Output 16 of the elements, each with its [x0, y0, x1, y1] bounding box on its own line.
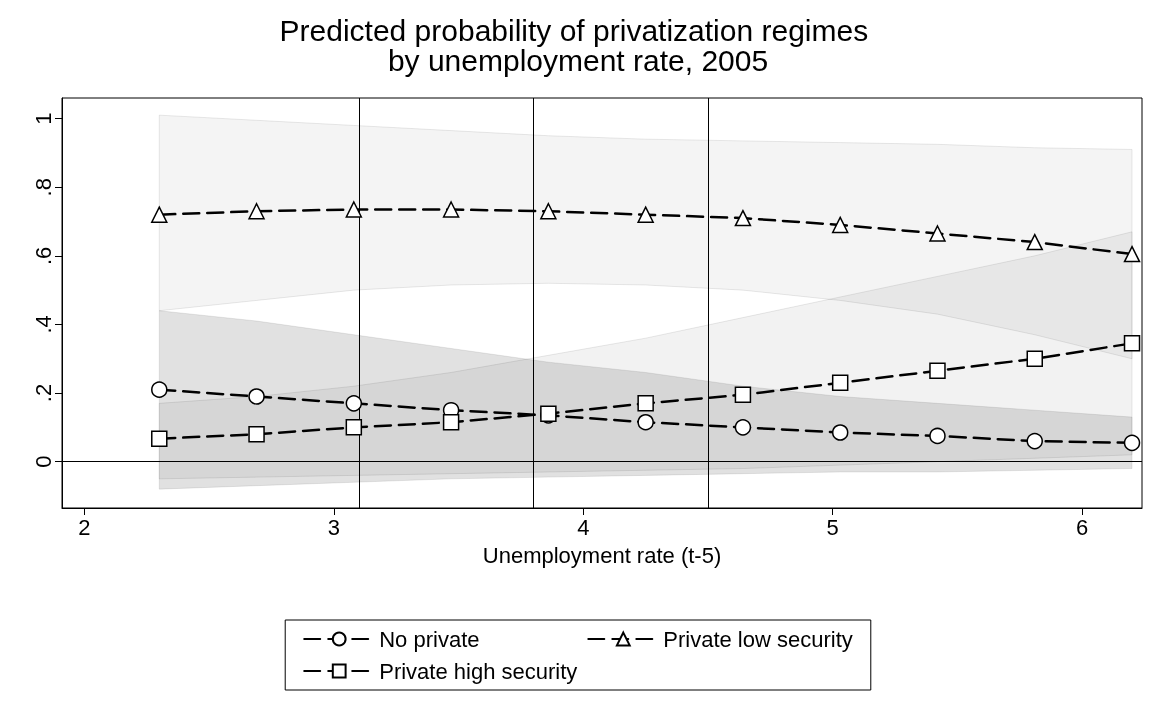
x-tick-label: 4: [577, 514, 590, 540]
y-tick-label: 0: [30, 455, 56, 468]
y-tick-label: 1: [30, 112, 56, 125]
legend-label: Private low security: [663, 626, 853, 652]
x-tick-label: 6: [1076, 514, 1089, 540]
y-tick-label: .4: [30, 315, 56, 334]
x-tick-label: 2: [78, 514, 91, 540]
y-tick-label: .8: [30, 178, 56, 197]
y-tick-label: .6: [30, 246, 56, 265]
y-tick-label: .2: [30, 383, 56, 403]
legend-label: No private: [379, 626, 480, 652]
x-tick-label: 3: [327, 514, 340, 540]
x-tick-label: 5: [826, 514, 839, 540]
chart-title: Predicted probability of privatization regimes by unemployment rate, 2005: [279, 13, 877, 77]
x-axis-title: Unemployment rate (t-5): [482, 542, 722, 568]
legend-label: Private high security: [379, 658, 578, 684]
